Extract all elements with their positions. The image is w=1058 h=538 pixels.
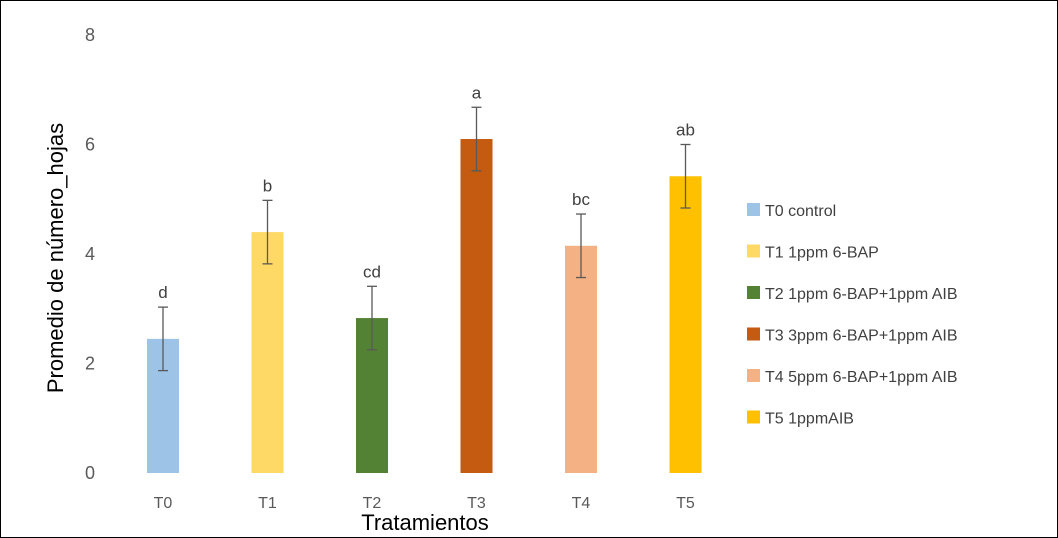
y-tick-label: 6 xyxy=(85,135,95,155)
legend-label: T0 control xyxy=(765,203,836,220)
x-tick-label: T1 xyxy=(258,495,277,512)
x-tick-label: T5 xyxy=(676,495,695,512)
legend-swatch xyxy=(747,410,760,424)
legend-swatch xyxy=(747,369,760,382)
significance-letter: ab xyxy=(676,121,695,140)
y-axis-title: Promedio de número_hojas xyxy=(43,123,68,393)
bar-t5 xyxy=(669,176,702,473)
error-bars xyxy=(158,106,691,372)
x-tick-label: T4 xyxy=(572,495,591,512)
y-tick-label: 4 xyxy=(85,244,95,264)
bars xyxy=(147,139,702,473)
legend-swatch xyxy=(747,286,760,299)
x-tick-label: T3 xyxy=(467,495,486,512)
x-axis-ticks: T0 T1 T2 T3 T4 T5 xyxy=(154,495,695,512)
significance-letter: a xyxy=(472,83,482,102)
significance-letter: b xyxy=(263,176,272,195)
significance-letter: bc xyxy=(572,190,590,209)
legend: T0 control T1 1ppm 6-BAP T2 1ppm 6-BAP+1pp… xyxy=(747,203,958,428)
bar-t1 xyxy=(251,232,284,473)
legend-swatch xyxy=(747,203,760,216)
legend-label: T1 1ppm 6-BAP xyxy=(765,245,879,262)
x-axis-title: Tratamientos xyxy=(361,510,489,535)
bar-t4 xyxy=(565,245,597,473)
y-axis-ticks: 0 2 4 6 8 xyxy=(85,25,95,483)
significance-letter: d xyxy=(158,283,167,302)
y-tick-label: 2 xyxy=(85,354,95,374)
legend-label: T4 5ppm 6-BAP+1ppm AIB xyxy=(765,369,958,386)
y-tick-label: 0 xyxy=(85,463,95,483)
legend-label: T3 3ppm 6-BAP+1ppm AIB xyxy=(765,328,958,345)
legend-label: T5 1ppmAIB xyxy=(765,411,854,428)
legend-swatch xyxy=(747,244,760,258)
y-tick-label: 8 xyxy=(85,25,95,45)
significance-letters: d b cd a bc ab xyxy=(158,83,695,302)
significance-letter: cd xyxy=(363,262,381,281)
x-tick-label: T0 xyxy=(154,495,173,512)
bar-t3 xyxy=(460,139,493,473)
legend-swatch xyxy=(747,327,760,341)
x-tick-label: T2 xyxy=(363,495,382,512)
legend-label: T2 1ppm 6-BAP+1ppm AIB xyxy=(765,286,958,303)
